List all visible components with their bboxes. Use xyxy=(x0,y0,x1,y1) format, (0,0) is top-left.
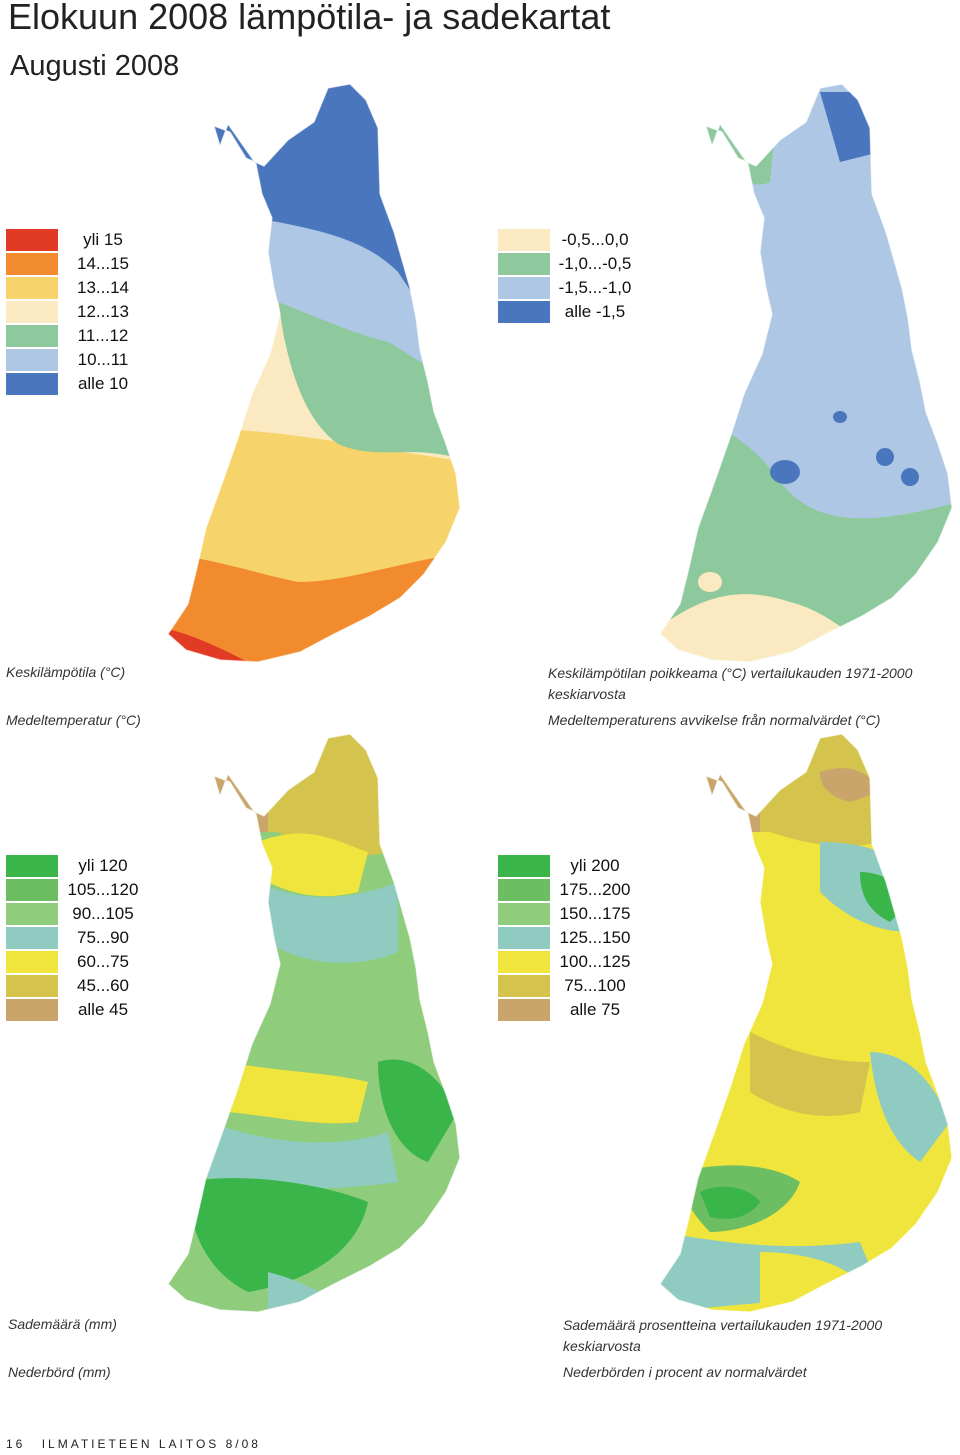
legend-label: 105...120 xyxy=(67,880,139,899)
legend-row: 100...125 xyxy=(498,950,640,974)
page-title: Elokuun 2008 lämpötila- ja sadekartat xyxy=(8,0,611,37)
legend-swatch xyxy=(6,325,58,347)
page-footer: 16 ILMATIETEEN LAITOS 8/08 xyxy=(6,1437,261,1451)
legend-row: 60...75 xyxy=(6,950,148,974)
legend-swatch xyxy=(498,301,550,323)
legend-swatch xyxy=(6,855,58,877)
mean-temperature-caption-sv: Medeltemperatur (°C) xyxy=(6,712,141,728)
legend-swatch xyxy=(6,301,58,323)
legend-row: 105...120 xyxy=(6,878,148,902)
legend-label: 12...13 xyxy=(77,302,129,321)
legend-swatch xyxy=(498,951,550,973)
legend-label: 125...150 xyxy=(559,928,631,947)
precipitation-caption-sv: Nederbörd (mm) xyxy=(8,1364,111,1380)
precipitation-percent-caption-fi: Sademäärä prosentteina vertailukauden 19… xyxy=(563,1317,883,1354)
legend-swatch xyxy=(498,855,550,877)
legend-row: alle 75 xyxy=(498,998,640,1022)
legend-swatch xyxy=(498,927,550,949)
legend-row: 45...60 xyxy=(6,974,148,998)
legend-label: 10...11 xyxy=(77,350,129,369)
page-number: 16 xyxy=(6,1437,26,1451)
legend-row: -1,5...-1,0 xyxy=(498,276,640,300)
precipitation-percent-caption-sv: Nederbörden i procent av normalvärdet xyxy=(563,1364,807,1380)
legend-row: -0,5...0,0 xyxy=(498,228,640,252)
legend-swatch xyxy=(6,277,58,299)
legend-row: 90...105 xyxy=(6,902,148,926)
precipitation-caption-fi: Sademäärä (mm) xyxy=(8,1316,117,1332)
legend-swatch xyxy=(6,349,58,371)
mean-temperature-caption-fi: Keskilämpötila (°C) xyxy=(6,664,126,680)
legend-row: 12...13 xyxy=(6,300,148,324)
legend-row: alle -1,5 xyxy=(498,300,640,324)
legend-label: 175...200 xyxy=(559,880,631,899)
legend-swatch xyxy=(6,951,58,973)
legend-row: 150...175 xyxy=(498,902,640,926)
deviation-caption-fi: Keskilämpötilan poikkeama (°C) vertailuk… xyxy=(548,665,913,702)
legend-label: 60...75 xyxy=(77,952,129,971)
legend-label: yli 120 xyxy=(78,856,128,875)
legend-label: 150...175 xyxy=(559,904,631,923)
legend-row: 14...15 xyxy=(6,252,148,276)
legend-label: -1,0...-0,5 xyxy=(558,254,632,273)
legend-precipitation: yli 120 105...120 90...105 75...90 60...75 45… xyxy=(6,854,148,1022)
legend-label: alle 75 xyxy=(569,1000,621,1019)
legend-row: yli 120 xyxy=(6,854,148,878)
legend-row: 75...90 xyxy=(6,926,148,950)
legend-label: -0,5...0,0 xyxy=(561,230,629,249)
legend-row: yli 200 xyxy=(498,854,640,878)
legend-swatch xyxy=(6,927,58,949)
legend-label: 100...125 xyxy=(559,952,631,971)
legend-label: 75...90 xyxy=(77,928,129,947)
legend-swatch xyxy=(6,253,58,275)
legend-label: 90...105 xyxy=(72,904,134,923)
legend-swatch xyxy=(498,229,550,251)
legend-label: alle 10 xyxy=(77,374,129,393)
legend-row: 13...14 xyxy=(6,276,148,300)
precipitation-map xyxy=(128,732,468,1312)
legend-row: 125...150 xyxy=(498,926,640,950)
legend-label: 11...12 xyxy=(77,326,129,345)
legend-swatch xyxy=(6,999,58,1021)
legend-precipitation-percent: yli 200 175...200 150...175 125...150 100...… xyxy=(498,854,640,1022)
legend-swatch xyxy=(498,277,550,299)
legend-label: alle 45 xyxy=(77,1000,129,1019)
mean-temperature-map xyxy=(128,82,468,662)
legend-label: yli 200 xyxy=(570,856,620,875)
legend-mean-temperature: yli 15 14...15 13...14 12...13 11...12 10...1… xyxy=(6,228,148,396)
legend-row: 11...12 xyxy=(6,324,148,348)
page-subtitle: Augusti 2008 xyxy=(10,50,180,82)
legend-swatch xyxy=(6,903,58,925)
legend-swatch xyxy=(6,879,58,901)
legend-swatch xyxy=(6,229,58,251)
legend-label: 75...100 xyxy=(564,976,626,995)
legend-swatch xyxy=(498,253,550,275)
legend-temperature-deviation: -0,5...0,0 -1,0...-0,5 -1,5...-1,0 alle -1,… xyxy=(498,228,640,324)
legend-label: yli 15 xyxy=(83,230,123,249)
legend-swatch xyxy=(498,975,550,997)
legend-swatch xyxy=(6,975,58,997)
legend-swatch xyxy=(6,373,58,395)
legend-row: alle 45 xyxy=(6,998,148,1022)
legend-row: 75...100 xyxy=(498,974,640,998)
legend-label: 14...15 xyxy=(77,254,129,273)
legend-row: 10...11 xyxy=(6,348,148,372)
legend-label: alle -1,5 xyxy=(564,302,626,321)
legend-row: 175...200 xyxy=(498,878,640,902)
legend-row: alle 10 xyxy=(6,372,148,396)
legend-label: 13...14 xyxy=(77,278,129,297)
legend-row: yli 15 xyxy=(6,228,148,252)
deviation-caption-sv: Medeltemperaturens avvikelse från normal… xyxy=(548,712,881,728)
legend-row: -1,0...-0,5 xyxy=(498,252,640,276)
legend-label: -1,5...-1,0 xyxy=(558,278,632,297)
legend-swatch xyxy=(498,903,550,925)
legend-swatch xyxy=(498,879,550,901)
publication-name: ILMATIETEEN LAITOS 8/08 xyxy=(41,1437,261,1451)
legend-swatch xyxy=(498,999,550,1021)
precipitation-percent-map xyxy=(620,732,960,1312)
legend-label: 45...60 xyxy=(77,976,129,995)
temperature-deviation-map xyxy=(620,82,960,662)
